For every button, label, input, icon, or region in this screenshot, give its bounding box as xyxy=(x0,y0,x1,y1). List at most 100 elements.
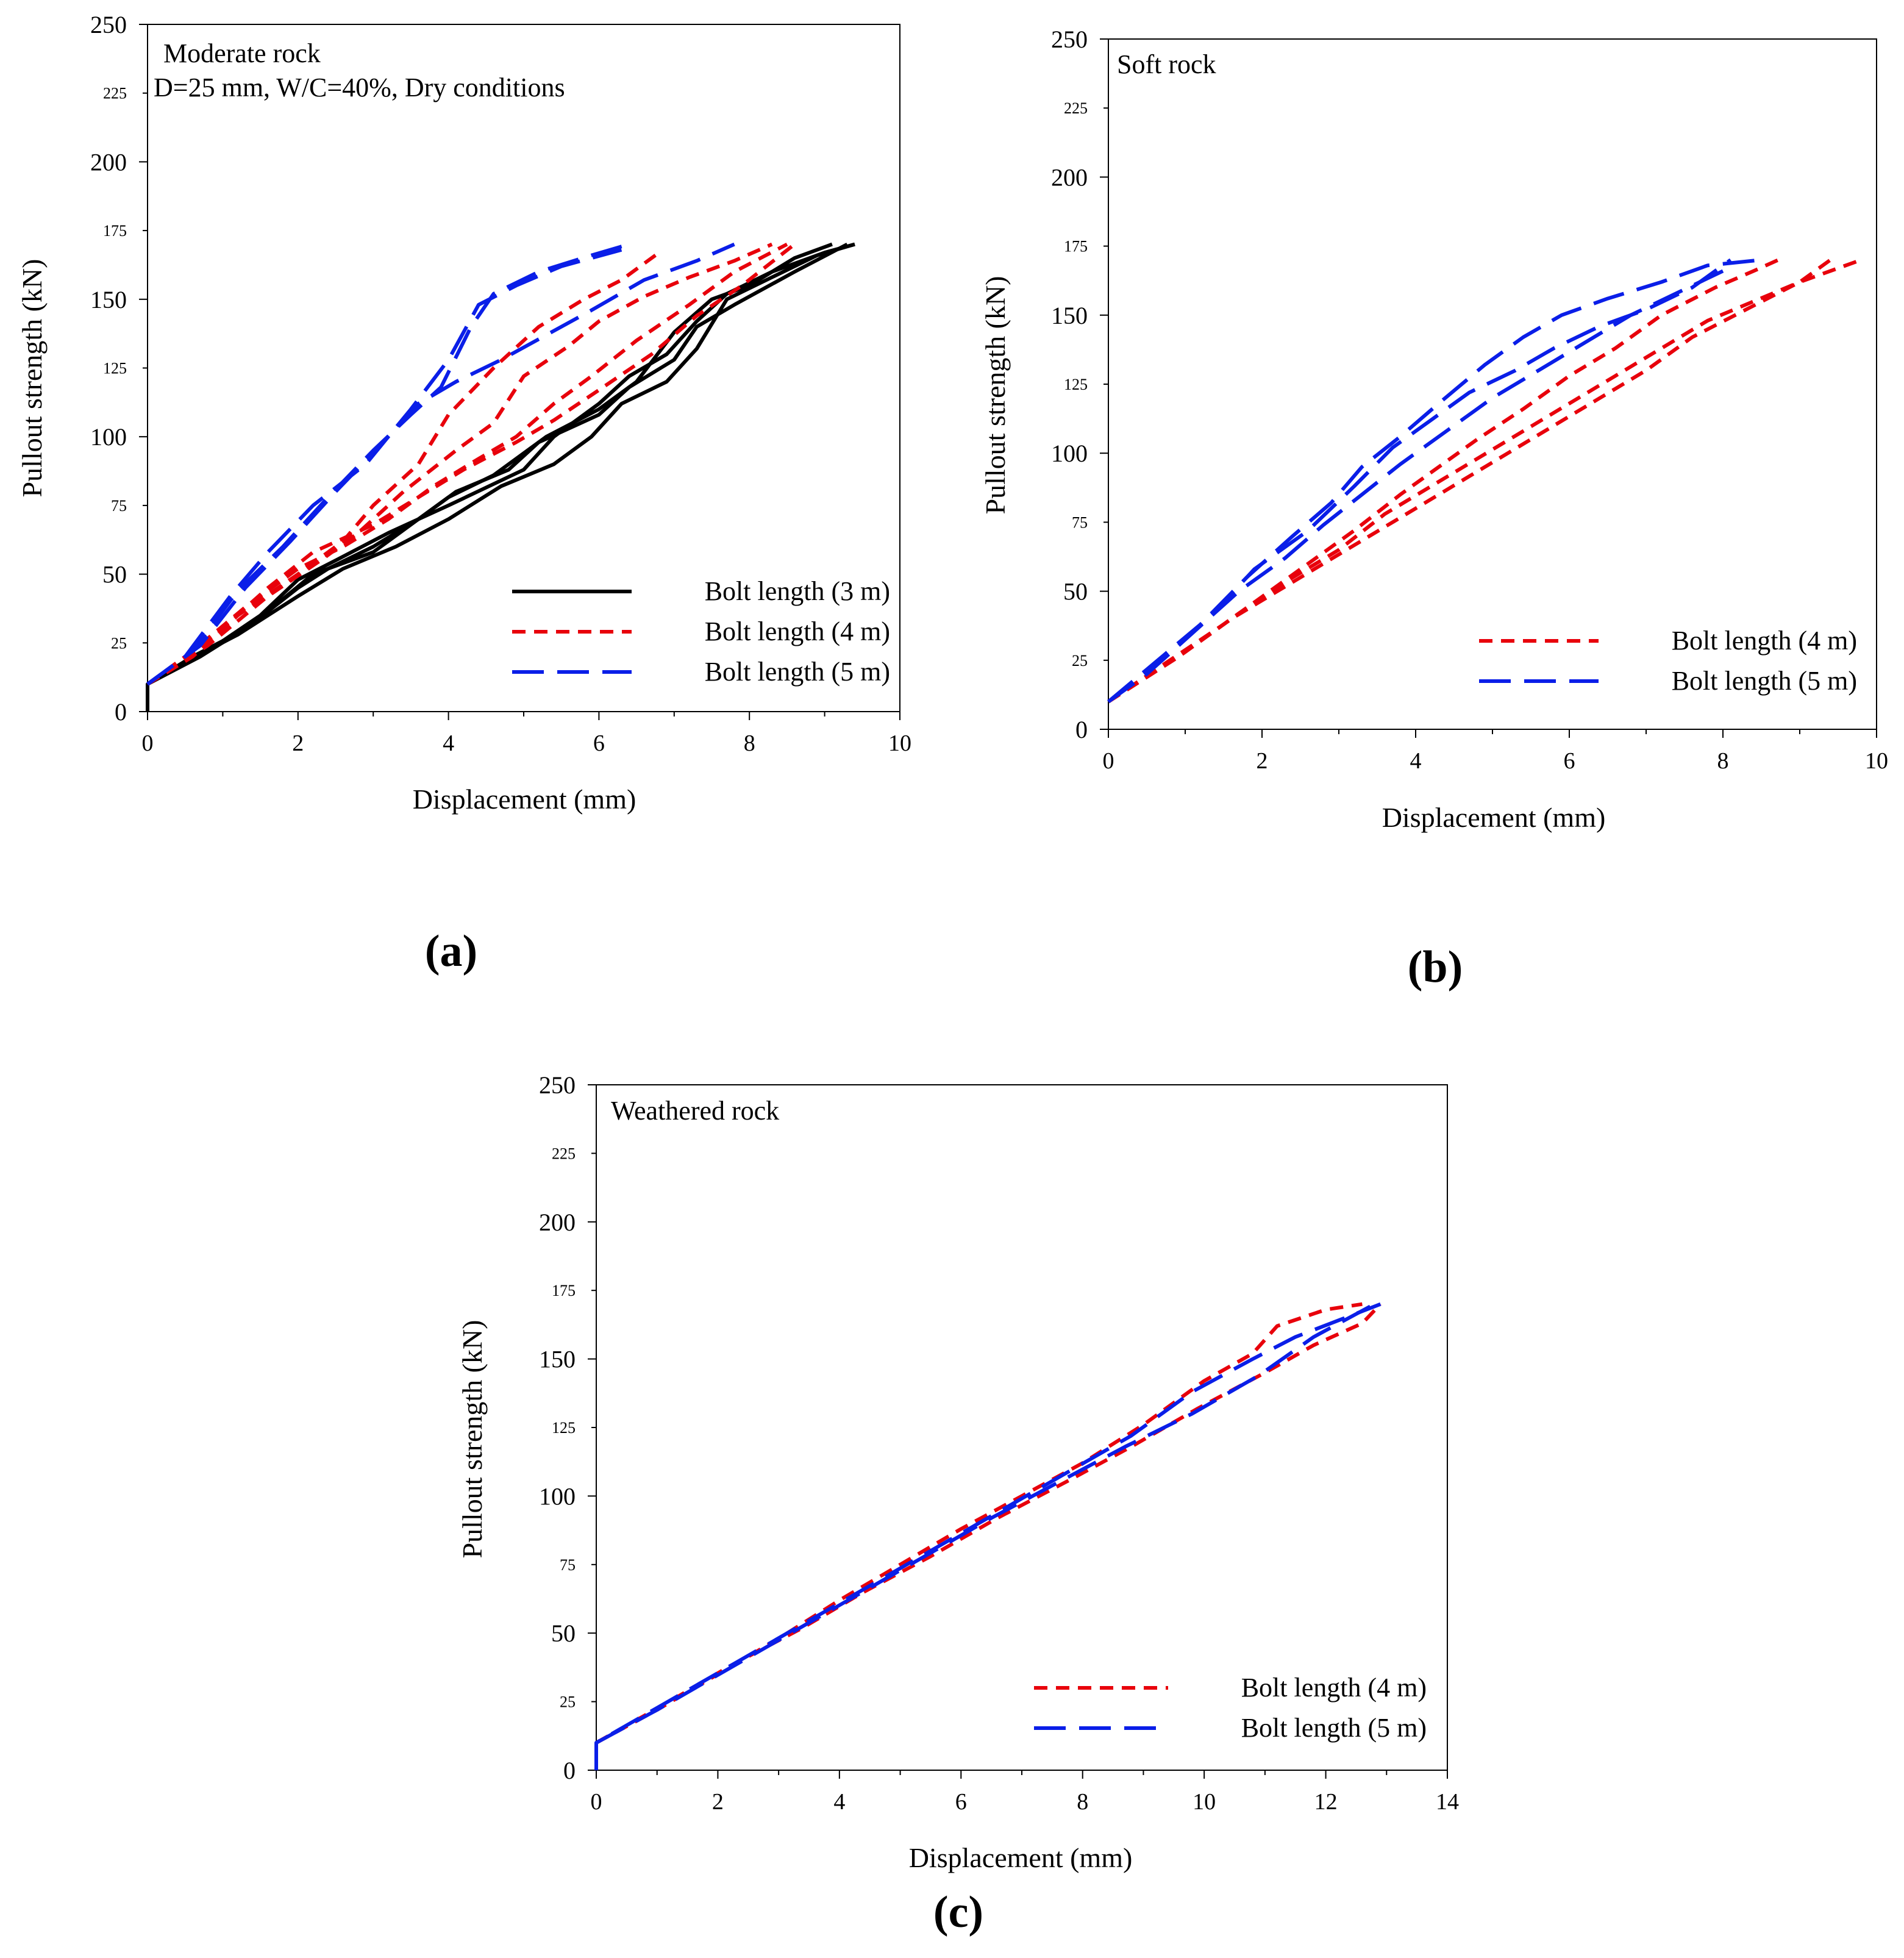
y-tick-label: 200 xyxy=(1051,163,1088,191)
panel-c: 0 2 4 6 8 10 12 140255075100125150175200225250 … xyxy=(457,1071,1459,1937)
x-tick-label: 4 xyxy=(1410,748,1422,774)
y-tick-label: 200 xyxy=(539,1209,576,1236)
panel-c-plot-area: 0 2 4 6 8 10 12 14 0 25 50 75 100 125 150 175 200 225 250 xyxy=(539,1071,1459,1815)
y-tick-label: 175 xyxy=(552,1282,576,1299)
y-tick-label: 50 xyxy=(551,1620,576,1647)
series-curve xyxy=(1107,269,1724,704)
x-tick-label: 4 xyxy=(833,1789,845,1815)
panel-a-title: Moderate rock xyxy=(163,38,321,68)
panel-c-title: Weathered rock xyxy=(611,1096,779,1126)
y-tick-label: 150 xyxy=(1051,302,1088,329)
series-bolt-length-4-m- xyxy=(146,242,796,686)
y-tick-label: 175 xyxy=(103,222,127,240)
x-tick-label: 4 xyxy=(443,731,454,756)
series-curve xyxy=(1107,258,1862,704)
y-tick-label: 75 xyxy=(1072,513,1088,531)
y-tick-label: 0 xyxy=(563,1757,576,1784)
x-tick-label: 6 xyxy=(593,731,605,756)
y-tick-label: 0 xyxy=(115,698,127,726)
legend-label: Bolt length (4 m) xyxy=(1672,626,1857,656)
legend-label: Bolt length (4 m) xyxy=(705,616,890,646)
y-tick-label: 225 xyxy=(1064,99,1088,117)
panel-a-y-axis-label: Pullout strength (kN) xyxy=(16,259,48,498)
panel-a-letter: (a) xyxy=(425,926,477,976)
series-curve xyxy=(146,242,773,686)
y-tick-label: 100 xyxy=(90,423,127,451)
panel-c-x-axis-label: Displacement (mm) xyxy=(909,1842,1133,1873)
panel-b-letter: (b) xyxy=(1408,942,1463,992)
legend-label: Bolt length (3 m) xyxy=(705,576,890,606)
y-tick-label: 25 xyxy=(111,634,127,652)
panel-b-title: Soft rock xyxy=(1117,49,1216,79)
x-tick-label: 8 xyxy=(744,731,755,756)
y-tick-label: 250 xyxy=(1051,26,1088,53)
y-tick-label: 0 xyxy=(1075,716,1088,743)
series-curve xyxy=(1107,258,1832,704)
series-curve xyxy=(146,242,630,686)
y-tick-label: 125 xyxy=(1064,376,1088,393)
y-tick-label: 75 xyxy=(111,497,127,515)
y-tick-label: 225 xyxy=(552,1145,576,1162)
series-curve xyxy=(146,243,796,686)
y-tick-label: 25 xyxy=(1072,652,1088,670)
panel-b-y-axis-label: Pullout strength (kN) xyxy=(980,276,1011,515)
series-bolt-length-3-m- xyxy=(146,242,855,712)
series-curve xyxy=(146,242,788,686)
panel-c-legend: Bolt length (4 m) Bolt length (5 m) xyxy=(1034,1673,1427,1743)
y-tick-label: 200 xyxy=(90,148,127,176)
x-tick-label: 10 xyxy=(1865,748,1888,774)
panel-b-x-axis-label: Displacement (mm) xyxy=(1382,802,1606,833)
x-tick-label: 0 xyxy=(142,731,154,756)
series-curve xyxy=(595,1302,1375,1745)
x-tick-label: 0 xyxy=(591,1789,602,1815)
x-tick-label: 10 xyxy=(1193,1789,1216,1815)
y-tick-label: 150 xyxy=(539,1346,576,1373)
legend-label: Bolt length (5 m) xyxy=(705,657,890,687)
x-tick-label: 14 xyxy=(1436,1789,1459,1815)
y-tick-label: 75 xyxy=(560,1556,576,1574)
y-tick-label: 250 xyxy=(539,1071,576,1099)
x-tick-label: 6 xyxy=(955,1789,967,1815)
legend-label: Bolt length (4 m) xyxy=(1241,1673,1427,1703)
y-tick-label: 25 xyxy=(560,1693,576,1711)
y-tick-label: 150 xyxy=(90,286,127,313)
panel-c-letter: (c) xyxy=(933,1887,983,1937)
x-tick-label: 2 xyxy=(1257,748,1268,774)
y-tick-label: 100 xyxy=(1051,440,1088,467)
x-tick-label: 2 xyxy=(712,1789,724,1815)
x-tick-label: 10 xyxy=(888,731,911,756)
y-tick-label: 125 xyxy=(103,360,127,377)
panel-a-subtitle: D=25 mm, W/C=40%, Dry conditions xyxy=(154,73,565,102)
series-bolt-length-4-m- xyxy=(1107,255,1862,704)
series-curve xyxy=(146,242,848,686)
x-tick-label: 2 xyxy=(292,731,304,756)
x-tick-label: 12 xyxy=(1314,1789,1338,1815)
panel-c-y-axis-label: Pullout strength (kN) xyxy=(457,1320,488,1559)
series-bolt-length-5-m- xyxy=(594,1302,1382,1770)
series-bolt-length-5-m- xyxy=(1107,258,1762,704)
series-curve xyxy=(594,1302,1382,1770)
legend-label: Bolt length (5 m) xyxy=(1672,666,1857,696)
y-tick-label: 175 xyxy=(1064,238,1088,255)
y-tick-label: 250 xyxy=(90,11,127,38)
y-tick-label: 100 xyxy=(539,1482,576,1510)
y-tick-label: 225 xyxy=(103,85,127,102)
panel-a-x-axis-label: Displacement (mm) xyxy=(413,784,636,815)
series-bolt-length-5-m- xyxy=(146,242,735,686)
panel-a-legend: Bolt length (3 m) Bolt length (4 m) Bolt l… xyxy=(512,576,890,687)
y-tick-label: 50 xyxy=(102,561,127,588)
x-tick-label: 8 xyxy=(1077,1789,1088,1815)
legend-label: Bolt length (5 m) xyxy=(1241,1713,1427,1743)
x-tick-label: 0 xyxy=(1103,748,1114,774)
panel-b-legend: Bolt length (4 m) Bolt length (5 m) xyxy=(1479,626,1857,696)
y-tick-label: 50 xyxy=(1063,578,1088,606)
x-tick-label: 6 xyxy=(1564,748,1575,774)
x-tick-label: 8 xyxy=(1717,748,1729,774)
y-tick-label: 125 xyxy=(552,1419,576,1437)
series-curve xyxy=(146,242,855,686)
